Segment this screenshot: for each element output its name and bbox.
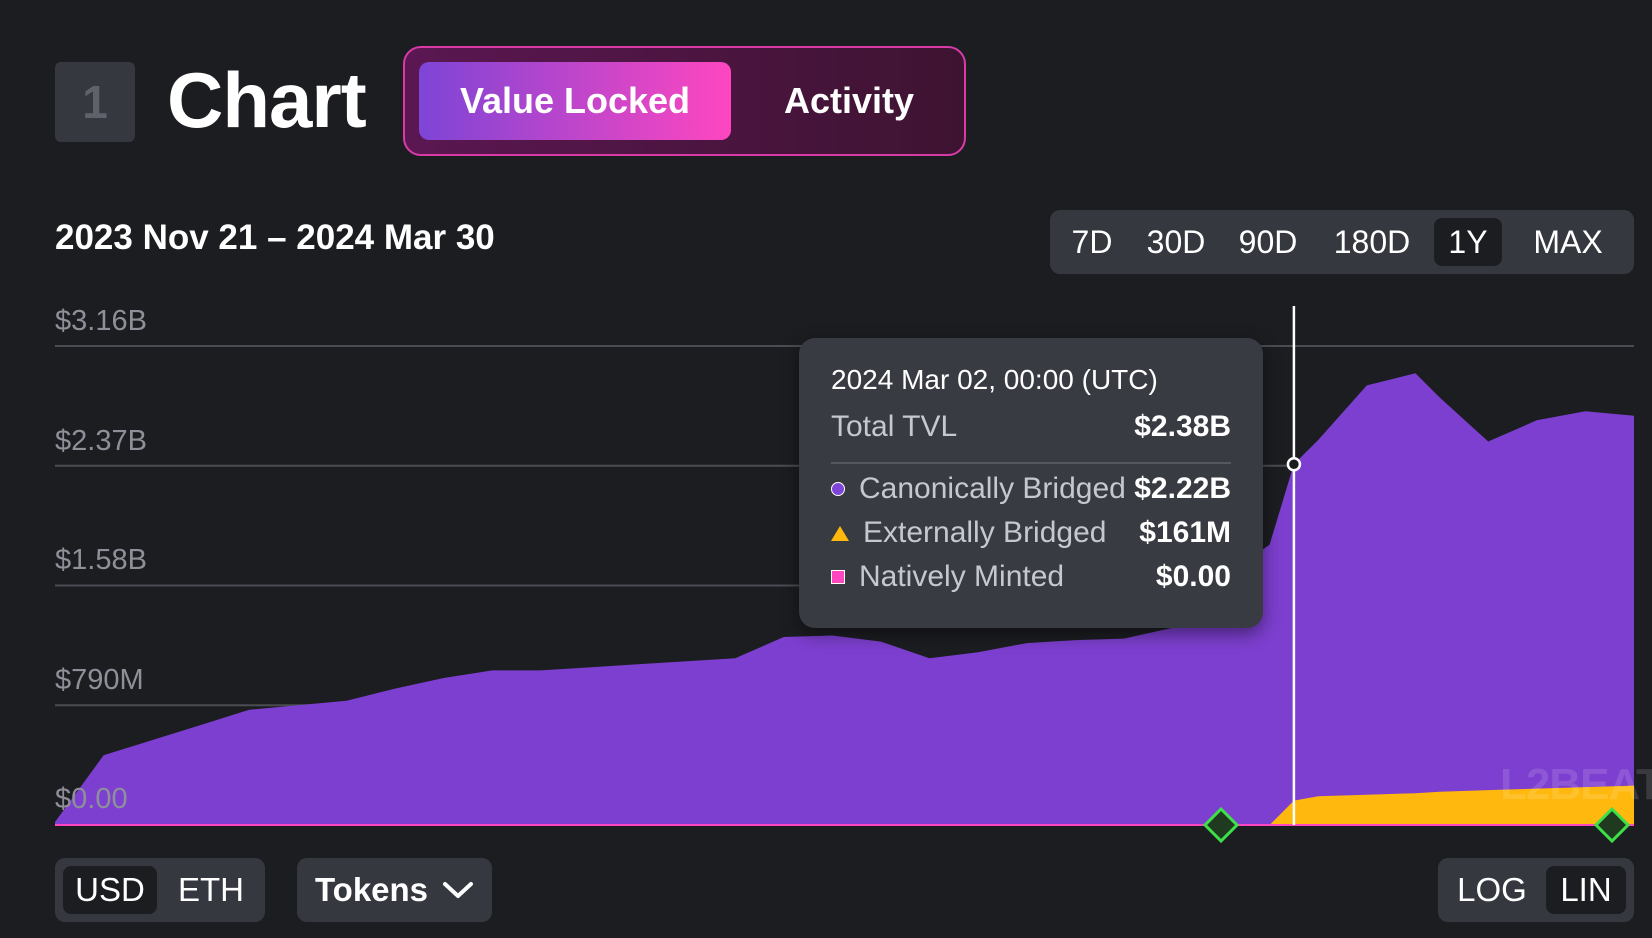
milestone-markers[interactable] [1202, 806, 1631, 844]
tooltip-row-native: Natively Minted $0.00 [831, 560, 1231, 594]
chart-tooltip: 2024 Mar 02, 00:00 (UTC) Total TVL $2.38… [799, 338, 1263, 628]
tooltip-native-value: $0.00 [1155, 560, 1231, 593]
tooltip-row-canonical: Canonically Bridged $2.22B [831, 472, 1231, 506]
tokens-label: Tokens [314, 871, 429, 908]
hover-point [1286, 456, 1302, 472]
tooltip-row-external: Externally Bridged $161M [831, 516, 1231, 550]
tooltip-external-value: $161M [1139, 516, 1231, 549]
tab-value-locked[interactable]: Value Locked [419, 62, 731, 140]
range-30d-button[interactable]: 30D [1146, 223, 1206, 260]
time-range-selector: 7D 30D 90D 180D 1Y MAX [1050, 210, 1634, 274]
triangle-marker-icon [831, 525, 849, 541]
externally-bridged-area [1269, 785, 1634, 825]
date-range-label: 2023 Nov 21 – 2024 Mar 30 [55, 218, 495, 257]
unit-selector: USD ETH [55, 858, 265, 922]
scale-log-button[interactable]: LOG [1457, 871, 1527, 908]
scale-lin-button[interactable]: LIN [1546, 866, 1626, 914]
section-number-badge: 1 [55, 62, 135, 142]
y-tick-label: $790M [55, 664, 144, 696]
range-90d-button[interactable]: 90D [1238, 223, 1298, 260]
circle-marker-icon [831, 482, 845, 496]
tooltip-total-label: Total TVL [831, 410, 958, 443]
range-7d-button[interactable]: 7D [1071, 223, 1113, 260]
tab-activity[interactable]: Activity [783, 80, 915, 121]
section-title: Chart [167, 56, 367, 144]
y-tick-label: $2.37B [55, 425, 147, 457]
range-max-button[interactable]: MAX [1533, 223, 1603, 260]
milestone-diamond-icon[interactable] [1593, 806, 1631, 844]
square-marker-icon [831, 570, 845, 584]
range-180d-button[interactable]: 180D [1333, 223, 1411, 260]
l2beat-watermark: L2BEAT [1500, 760, 1652, 809]
tooltip-native-label: Natively Minted [859, 560, 1065, 593]
unit-eth-button[interactable]: ETH [178, 871, 244, 908]
tooltip-divider [831, 462, 1231, 464]
y-tick-label: $1.58B [55, 544, 147, 576]
scale-selector: LOG LIN [1438, 858, 1634, 922]
unit-usd-button[interactable]: USD [63, 866, 157, 914]
tooltip-date: 2024 Mar 02, 00:00 (UTC) [831, 364, 1158, 395]
chevron-down-icon [443, 882, 474, 898]
tooltip-external-label: Externally Bridged [863, 516, 1107, 549]
tokens-dropdown-button[interactable]: Tokens [297, 858, 492, 922]
tooltip-total-row: Total TVL $2.38B [831, 410, 1231, 444]
tooltip-total-value: $2.38B [1134, 410, 1231, 443]
y-tick-label: $3.16B [55, 305, 147, 337]
tooltip-canonical-value: $2.22B [1134, 472, 1231, 505]
canonically-bridged-area [55, 373, 1634, 825]
milestone-diamond-icon[interactable] [1202, 806, 1240, 844]
range-1y-button[interactable]: 1Y [1434, 218, 1502, 266]
y-tick-label: $0.00 [55, 783, 128, 815]
tooltip-canonical-label: Canonically Bridged [859, 472, 1126, 505]
chart-type-tabs: Value Locked Activity [403, 46, 966, 156]
